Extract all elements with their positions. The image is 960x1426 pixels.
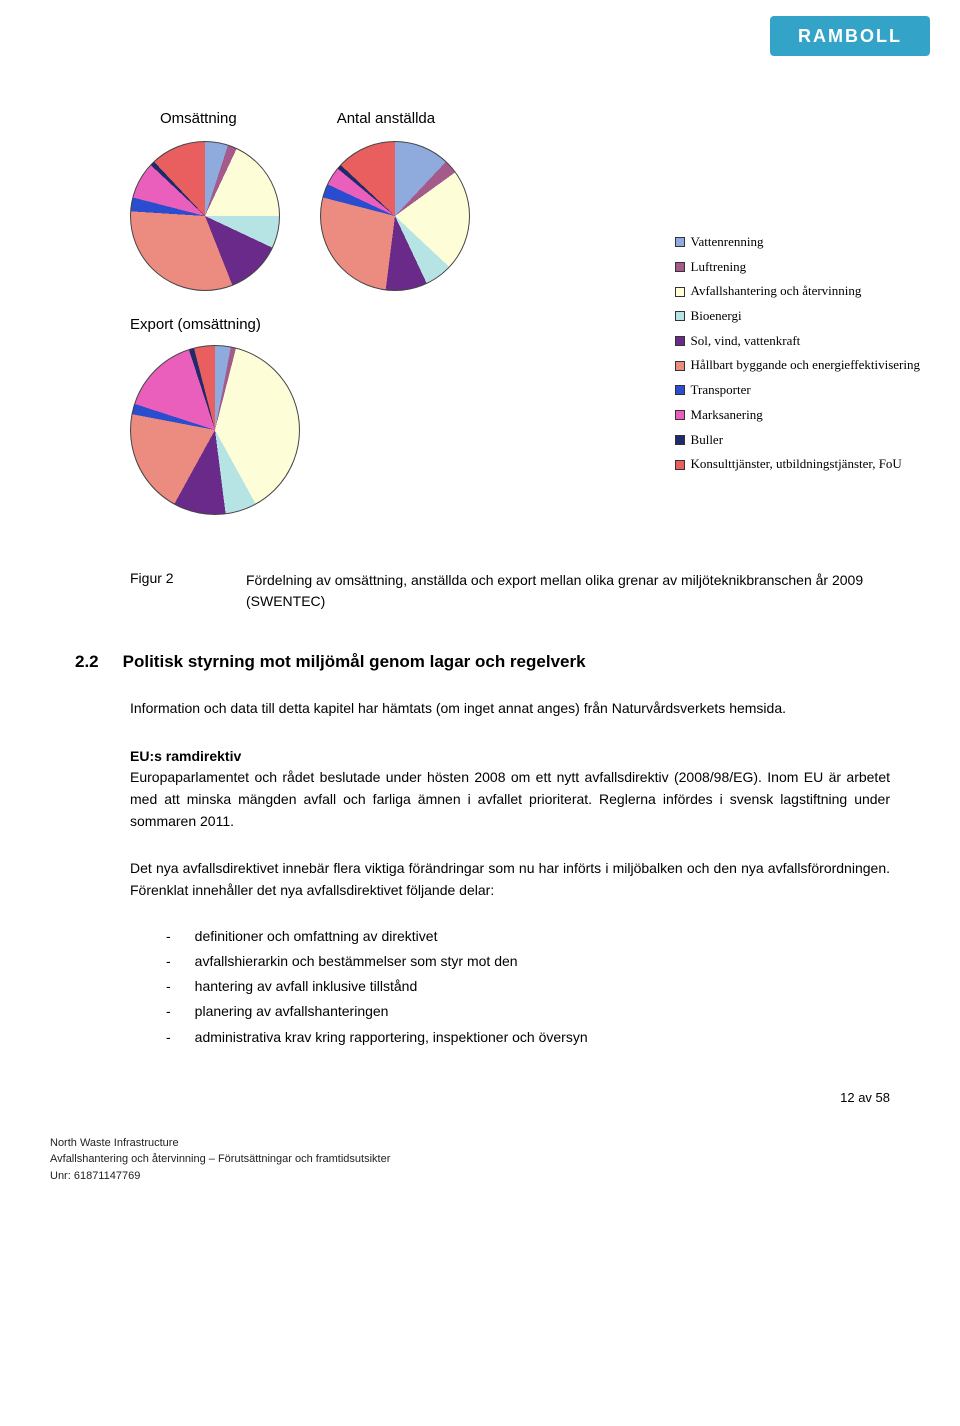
chart-title-anstallda: Antal anställda xyxy=(337,110,435,127)
legend-item: Marksanering xyxy=(675,403,920,428)
legend-swatch xyxy=(675,262,685,272)
legend-label: Buller xyxy=(691,428,724,453)
legend-item: Transporter xyxy=(675,378,920,403)
legend-label: Transporter xyxy=(691,378,751,403)
legend-swatch xyxy=(675,336,685,346)
page-number: 12 av 58 xyxy=(0,1090,960,1105)
section-title: Politisk styrning mot miljömål genom lag… xyxy=(123,652,586,672)
list-item: administrativa krav kring rapportering, … xyxy=(166,1025,890,1050)
legend-label: Vattenrenning xyxy=(691,230,764,255)
legend-swatch xyxy=(675,287,685,297)
list-item: definitioner och omfattning av direktive… xyxy=(166,924,890,949)
list-item-text: planering av avfallshanteringen xyxy=(195,999,389,1024)
paragraph-ramdirektiv: EU:s ramdirektiv Europaparlamentet och r… xyxy=(130,746,890,833)
section-heading: 2.2 Politisk styrning mot miljömål genom… xyxy=(75,652,890,672)
legend-item: Avfallshantering och återvinning xyxy=(675,279,920,304)
chart-title-omsattning: Omsättning xyxy=(160,110,237,127)
list-item-text: hantering av avfall inklusive tillstånd xyxy=(195,974,418,999)
legend-item: Hållbart byggande och energieffektiviser… xyxy=(675,353,920,378)
pie-chart-anstallda xyxy=(320,141,470,291)
figure-label: Figur 2 xyxy=(130,570,210,612)
legend-item: Bioenergi xyxy=(675,304,920,329)
legend-label: Bioenergi xyxy=(691,304,742,329)
list-item: avfallshierarkin och bestämmelser som st… xyxy=(166,949,890,974)
figure-caption: Fördelning av omsättning, anställda och … xyxy=(246,570,890,612)
legend-item: Luftrening xyxy=(675,255,920,280)
chart-titles-row: Omsättning Antal anställda xyxy=(130,110,890,127)
legend-swatch xyxy=(675,385,685,395)
legend-item: Vattenrenning xyxy=(675,230,920,255)
charts-section: Omsättning Antal anställda Vattenrenning… xyxy=(130,110,890,515)
legend-item: Buller xyxy=(675,428,920,453)
paragraph-changes: Det nya avfallsdirektivet innebär flera … xyxy=(130,858,890,901)
page-footer: North Waste Infrastructure Avfallshanter… xyxy=(0,1135,960,1185)
list-item-text: administrativa krav kring rapportering, … xyxy=(195,1025,588,1050)
page-content: Omsättning Antal anställda Vattenrenning… xyxy=(0,0,960,1050)
list-item-text: avfallshierarkin och bestämmelser som st… xyxy=(195,949,518,974)
legend-swatch xyxy=(675,237,685,247)
footer-line-3: Unr: 61871147769 xyxy=(50,1168,960,1185)
bullet-list: definitioner och omfattning av direktive… xyxy=(166,924,890,1050)
figure-caption-row: Figur 2 Fördelning av omsättning, anstäl… xyxy=(130,570,890,612)
logo-text: RAMBOLL xyxy=(798,26,902,47)
legend-label: Hållbart byggande och energieffektiviser… xyxy=(691,353,920,378)
list-item: planering av avfallshanteringen xyxy=(166,999,890,1024)
ramboll-logo: RAMBOLL xyxy=(770,16,930,56)
legend-label: Luftrening xyxy=(691,255,747,280)
list-item-text: definitioner och omfattning av direktive… xyxy=(195,924,438,949)
legend-swatch xyxy=(675,410,685,420)
section-number: 2.2 xyxy=(75,652,99,672)
legend-swatch xyxy=(675,435,685,445)
chart-legend: VattenrenningLuftreningAvfallshantering … xyxy=(675,230,920,477)
legend-swatch xyxy=(675,460,685,470)
list-item: hantering av avfall inklusive tillstånd xyxy=(166,974,890,999)
footer-line-2: Avfallshantering och återvinning – Förut… xyxy=(50,1151,960,1168)
legend-label: Konsulttjänster, utbildningstjänster, Fo… xyxy=(691,452,902,477)
legend-label: Marksanering xyxy=(691,403,763,428)
ram-body: Europaparlamentet och rådet beslutade un… xyxy=(130,769,890,828)
legend-item: Konsulttjänster, utbildningstjänster, Fo… xyxy=(675,452,920,477)
footer-line-1: North Waste Infrastructure xyxy=(50,1135,960,1152)
legend-swatch xyxy=(675,361,685,371)
legend-label: Sol, vind, vattenkraft xyxy=(691,329,801,354)
legend-item: Sol, vind, vattenkraft xyxy=(675,329,920,354)
paragraph-intro: Information och data till detta kapitel … xyxy=(130,698,890,720)
ram-heading: EU:s ramdirektiv xyxy=(130,748,241,764)
pie-chart-export xyxy=(130,345,300,515)
legend-swatch xyxy=(675,311,685,321)
pie-chart-omsattning xyxy=(130,141,280,291)
legend-label: Avfallshantering och återvinning xyxy=(691,279,862,304)
